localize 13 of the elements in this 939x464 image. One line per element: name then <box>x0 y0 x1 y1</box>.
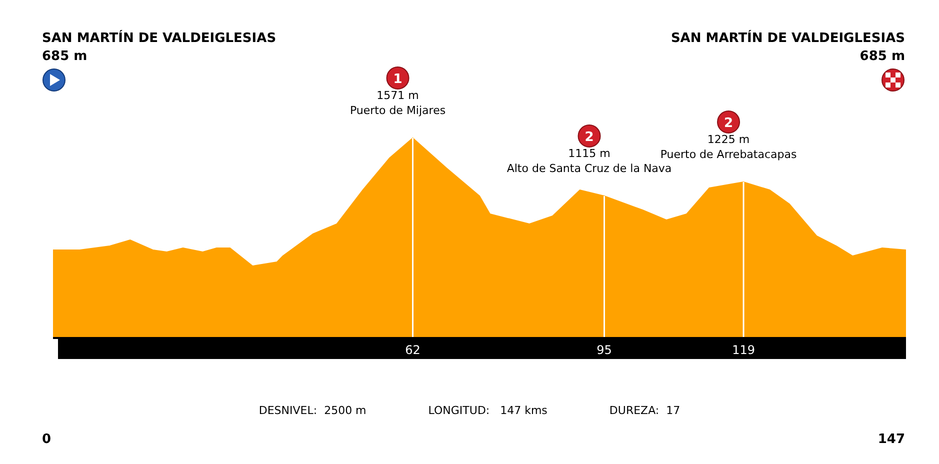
text: 147 <box>878 432 905 447</box>
numbered-badge-icon: 1 <box>386 66 410 90</box>
text: SAN MARTÍN DE VALDEIGLESIAS 685 m <box>42 30 276 66</box>
text: LONGITUD: 147 kms <box>428 404 548 417</box>
x-tick-label: 62 <box>405 343 420 357</box>
x-tick-label: 95 <box>596 343 612 357</box>
numbered-badge-icon: 2 <box>578 124 601 148</box>
text: 0 <box>42 432 52 447</box>
numbered-badge-icon: 2 <box>717 110 740 134</box>
text: SAN MARTÍN DE VALDEIGLESIAS 685 m <box>670 30 905 66</box>
text: DUREZA: 17 <box>609 404 680 417</box>
x-tick-label: 119 <box>732 343 755 357</box>
text: DESNIVEL: 2500 m <box>258 404 366 417</box>
